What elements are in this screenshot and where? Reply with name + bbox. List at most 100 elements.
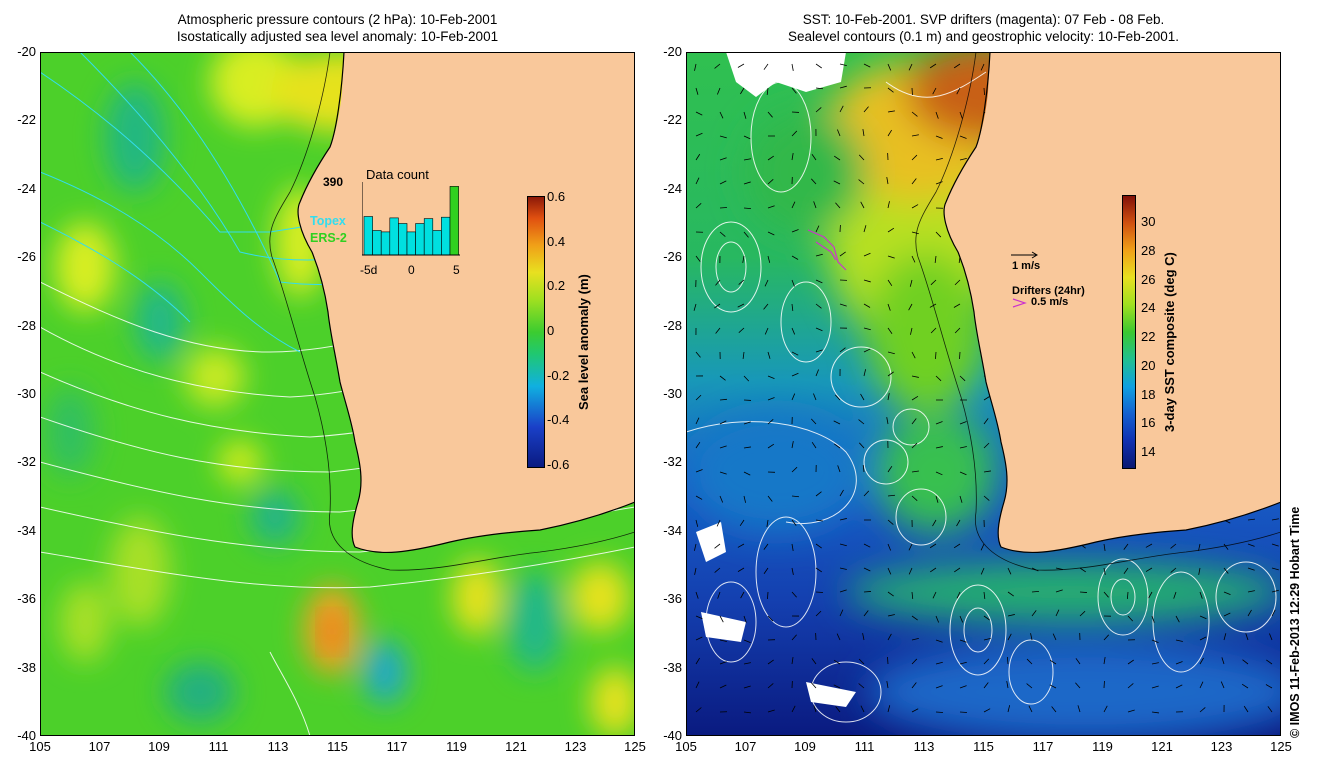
velocity-arrow [863, 543, 871, 548]
velocity-arrow [980, 543, 985, 551]
velocity-arrow [887, 279, 893, 287]
velocity-arrow [863, 303, 871, 308]
velocity-arrow [791, 543, 794, 551]
velocity-arrow [956, 519, 961, 527]
velocity-arrow [887, 543, 892, 551]
velocity-arrow [833, 684, 841, 689]
y-tick-label: -24 [17, 180, 36, 196]
velocity-arrow [1103, 567, 1106, 575]
y-tick-label: -38 [663, 659, 682, 675]
velocity-arrow [1199, 636, 1207, 641]
velocity-arrow [1271, 543, 1279, 547]
velocity-arrow [1127, 683, 1134, 689]
velocity-arrow [863, 490, 870, 497]
histogram-bar [415, 223, 425, 256]
velocity-arrow [1241, 683, 1249, 689]
velocity-arrow [1243, 705, 1249, 713]
x-tick-label: 111 [208, 739, 229, 754]
velocity-arrow [1265, 684, 1273, 689]
y-tick-label: -26 [17, 249, 36, 265]
velocity-arrow [1199, 591, 1203, 599]
velocity-arrow [791, 441, 794, 449]
velocity-arrow [719, 231, 726, 237]
velocity-arrow [935, 111, 939, 119]
velocity-arrow [714, 567, 721, 573]
velocity-arrow [839, 251, 846, 257]
pressure-contour-cyan [40, 221, 191, 323]
velocity-arrow [887, 87, 894, 93]
x-tick-label: 107 [88, 739, 111, 754]
velocity-arrow [1151, 711, 1159, 714]
velocity-arrow [862, 633, 865, 641]
sealevel-contour [963, 607, 993, 653]
velocity-arrow [767, 231, 775, 236]
velocity-arrow [862, 129, 865, 137]
velocity-arrow [886, 417, 889, 425]
velocity-arrow [815, 279, 823, 284]
velocity-arrow [929, 567, 937, 573]
velocity-arrow [719, 180, 727, 185]
velocity-arrow [1247, 518, 1255, 521]
velocity-arrow [1123, 567, 1129, 574]
velocity-arrow [1079, 567, 1086, 573]
velocity-arrow [858, 179, 865, 185]
velocity-arrow [767, 419, 774, 425]
velocity-arrow [1103, 634, 1110, 641]
x-tick-label: 117 [386, 739, 408, 754]
sealevel-contour [1097, 558, 1149, 636]
velocity-arrow [791, 229, 799, 233]
colorbar-tick-label: 18 [1141, 386, 1156, 402]
velocity-arrow [1103, 591, 1109, 598]
colorbar-tick-label: 28 [1141, 242, 1156, 258]
velocity-arrow [911, 255, 916, 263]
velocity-arrow [813, 705, 817, 713]
y-tick-label: -36 [663, 591, 682, 607]
velocity-arrow [1007, 614, 1015, 617]
colorbar-tick-label: 24 [1141, 300, 1156, 316]
velocity-arrow [1223, 591, 1231, 596]
velocity-arrow [935, 158, 943, 161]
velocity-arrow [959, 661, 967, 665]
velocity-arrow [837, 465, 841, 473]
velocity-arrow [887, 327, 893, 334]
velocity-arrow [743, 685, 751, 689]
velocity-arrow [983, 708, 991, 713]
velocity-arrow [1007, 656, 1009, 665]
velocity-arrow [935, 471, 943, 476]
velocity-arrow [887, 614, 895, 617]
velocity-arrow [740, 87, 745, 95]
velocity-arrow [911, 154, 918, 161]
sst-warm-patch [746, 112, 866, 232]
velocity-arrow [719, 157, 727, 161]
velocity-arrow [695, 111, 703, 116]
x-tick-label: 105 [29, 739, 51, 754]
velocity-arrow [791, 705, 796, 713]
x-tick-label: 117 [1032, 739, 1054, 754]
velocity-arrow [810, 418, 817, 425]
velocity-arrow [980, 63, 985, 71]
velocity-arrow [932, 87, 937, 95]
velocity-arrow [863, 327, 871, 331]
velocity-arrow [983, 495, 990, 501]
velocity-arrow [839, 609, 844, 617]
velocity-arrow [791, 87, 797, 94]
velocity-arrow [911, 615, 918, 621]
histogram-bar [423, 218, 434, 256]
velocity-arrow [834, 443, 841, 449]
velocity-arrow [791, 279, 795, 287]
velocity-arrow [953, 63, 961, 69]
velocity-arrow [719, 135, 727, 139]
velocity-arrow [767, 443, 775, 449]
sla-eddy [105, 82, 165, 192]
velocity-arrow [935, 639, 943, 643]
velocity-arrow [911, 591, 914, 600]
velocity-arrow [1049, 684, 1057, 689]
velocity-arrow [837, 129, 841, 137]
sla-eddy [570, 562, 630, 632]
sealevel-contour [885, 71, 987, 98]
y-tick-label: -34 [663, 522, 682, 538]
velocity-arrow [1271, 589, 1279, 593]
velocity-arrow [715, 279, 721, 286]
sealevel-contour [1152, 571, 1210, 673]
velocity-arrow [1271, 518, 1279, 521]
